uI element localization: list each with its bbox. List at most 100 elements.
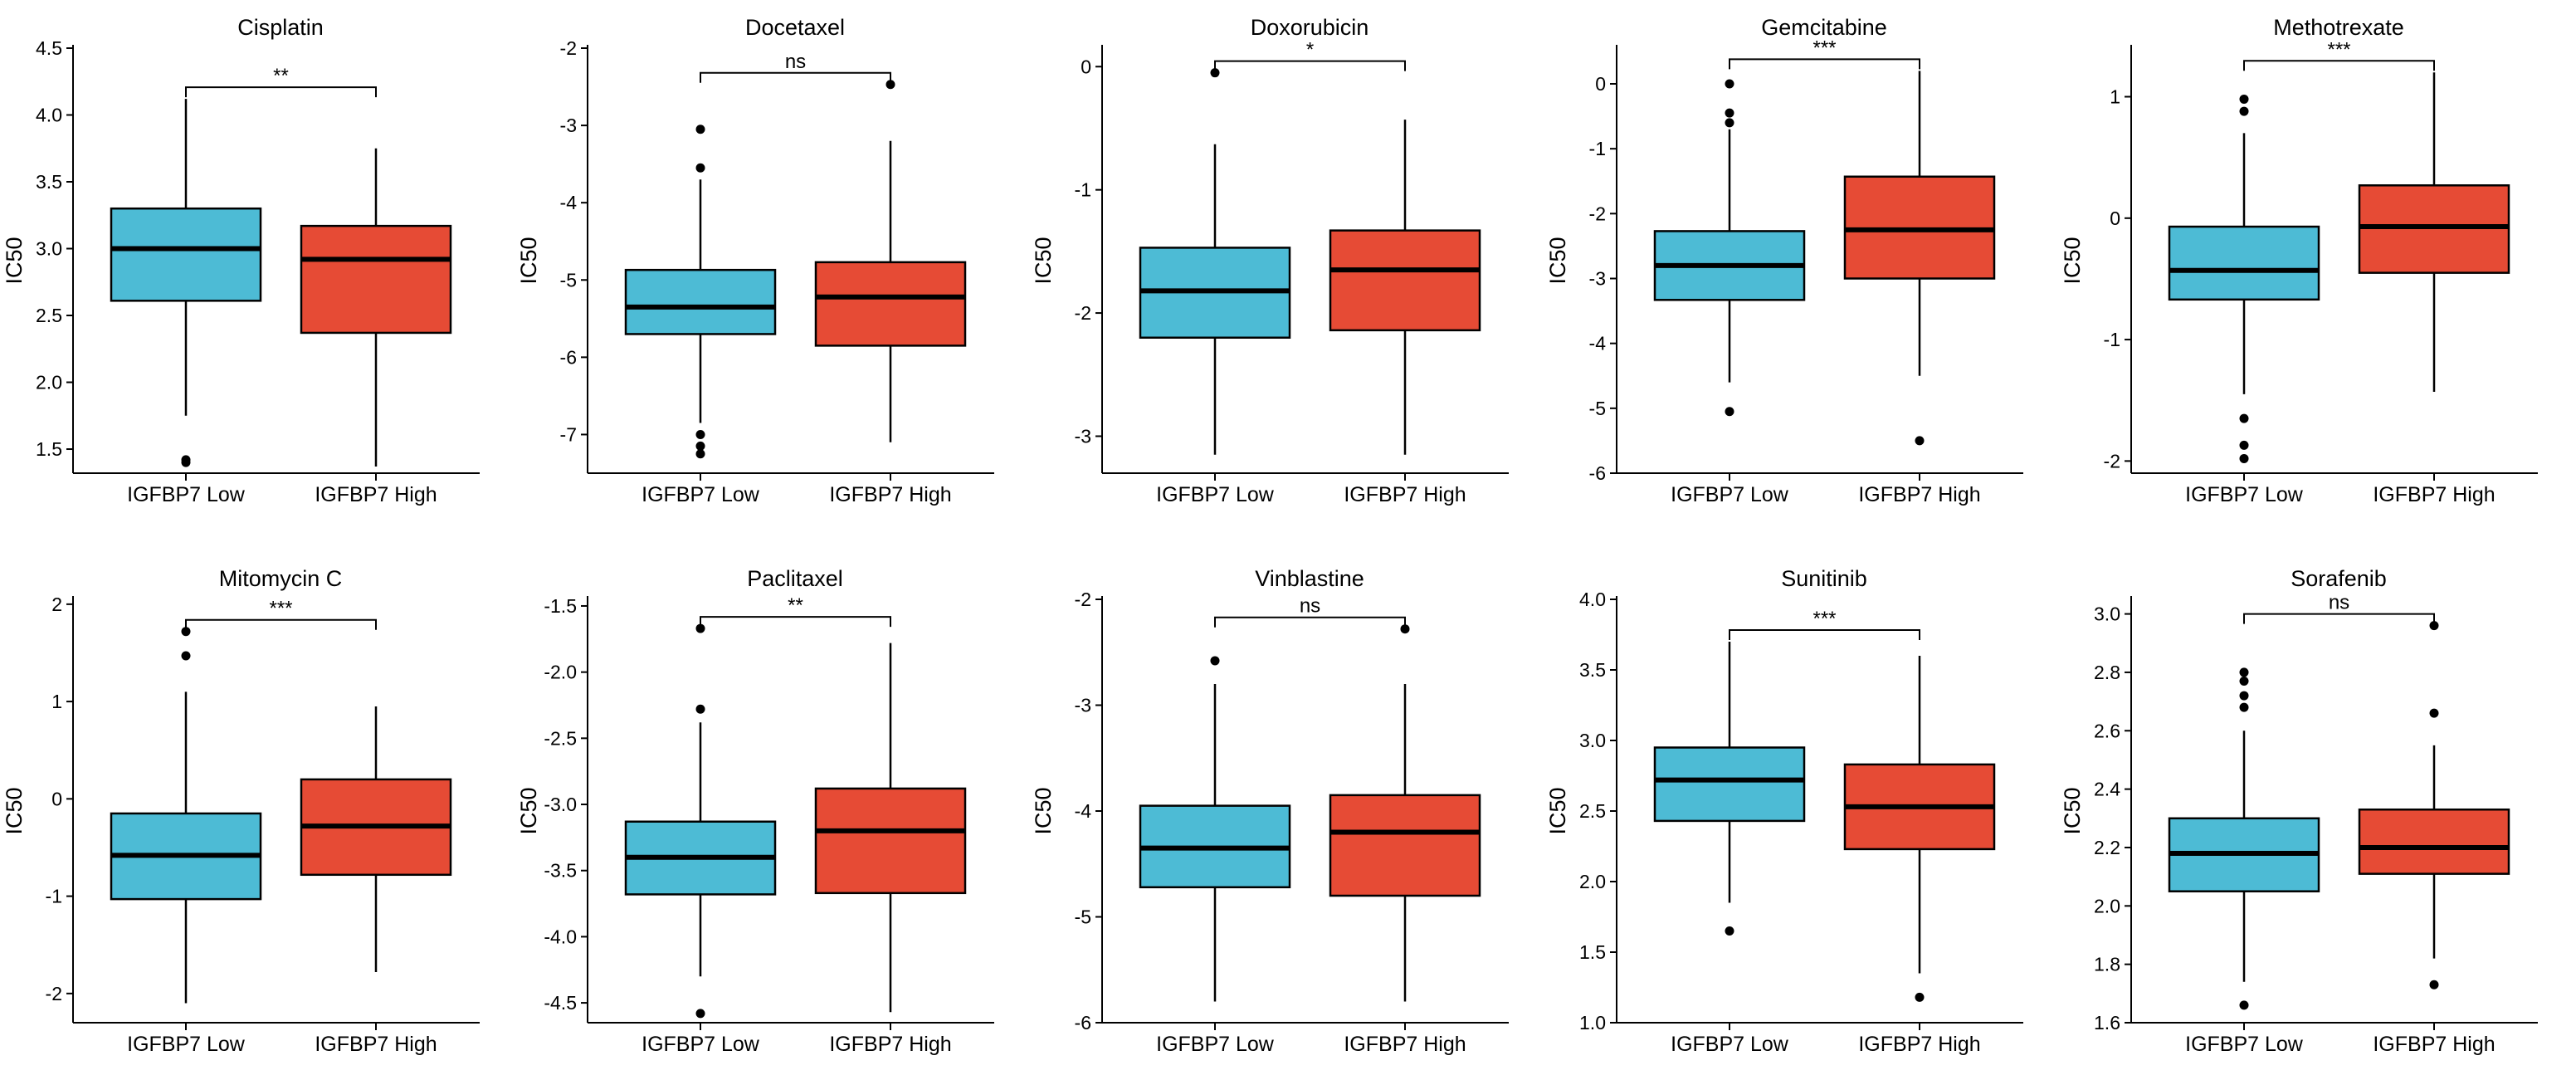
box-low bbox=[624, 623, 777, 1019]
x-tick-label: IGFBP7 Low bbox=[1156, 483, 1275, 506]
box-low bbox=[2168, 667, 2320, 1010]
y-tick-label: -3 bbox=[1589, 267, 1606, 289]
outlier-point bbox=[2239, 667, 2249, 677]
box-body bbox=[1329, 229, 1481, 332]
bracket-line bbox=[1729, 629, 1920, 640]
y-tick-label: 0 bbox=[1081, 56, 1091, 77]
box-body bbox=[624, 268, 777, 335]
outlier-point bbox=[695, 704, 705, 714]
y-tick-label: -2 bbox=[1589, 203, 1606, 224]
outlier-point bbox=[886, 80, 895, 90]
significance-bracket: * bbox=[1214, 39, 1406, 71]
panel-title: Doxorubicin bbox=[1251, 15, 1369, 40]
outlier-point bbox=[2429, 708, 2439, 718]
box-body bbox=[814, 261, 967, 347]
outlier-point bbox=[2239, 106, 2249, 116]
outlier-point bbox=[695, 623, 705, 633]
outlier-point bbox=[2239, 440, 2249, 450]
x-tick-label: IGFBP7 Low bbox=[642, 483, 760, 506]
outlier-point bbox=[695, 449, 705, 459]
y-tick-label: 0 bbox=[1595, 73, 1606, 95]
significance-bracket: ns bbox=[700, 51, 891, 83]
y-tick-label: 2.5 bbox=[36, 305, 62, 326]
y-tick-label: -6 bbox=[560, 346, 577, 368]
y-tick-label: -4.0 bbox=[544, 926, 577, 947]
y-tick-label: -2 bbox=[560, 37, 577, 59]
outlier-point bbox=[2429, 980, 2439, 989]
outlier-point bbox=[1915, 992, 1925, 1002]
x-tick-label: IGFBP7 High bbox=[1858, 483, 1980, 506]
y-tick-label: -4 bbox=[1589, 333, 1607, 354]
outlier-point bbox=[1725, 926, 1734, 936]
x-tick-label: IGFBP7 High bbox=[315, 483, 437, 506]
bracket-line bbox=[700, 616, 891, 628]
y-tick-label: 4.0 bbox=[1579, 589, 1606, 610]
x-tick-label: IGFBP7 Low bbox=[1671, 1033, 1789, 1056]
y-tick-label: -4.5 bbox=[544, 992, 577, 1014]
y-tick-label: -3 bbox=[1075, 695, 1091, 716]
y-axis-label: IC50 bbox=[1545, 787, 1570, 834]
box-high bbox=[300, 148, 452, 467]
y-axis-label: IC50 bbox=[1031, 787, 1056, 834]
x-tick-label: IGFBP7 High bbox=[315, 1033, 437, 1056]
y-tick-label: 1 bbox=[2110, 86, 2120, 108]
significance-label: ns bbox=[2329, 592, 2349, 614]
panel-sorafenib: Sorafenib IC50 1.6 1.8 2.0 2.2 2.4 2.6 2.8 3.0 IGF… bbox=[2060, 566, 2538, 1056]
y-axis-label: IC50 bbox=[2060, 237, 2085, 284]
outlier-point bbox=[2239, 413, 2249, 423]
outlier-point bbox=[181, 457, 191, 467]
box-high bbox=[814, 80, 967, 442]
y-tick-label: -5 bbox=[1589, 398, 1606, 419]
significance-bracket: ** bbox=[185, 65, 377, 98]
panel-docetaxel: Docetaxel IC50 -7 -6 -5 -4 -3 -2 IGFBP7 Low IGFBP… bbox=[516, 15, 994, 506]
x-tick-label: IGFBP7 High bbox=[2373, 483, 2495, 506]
y-axis-label: IC50 bbox=[2060, 787, 2085, 834]
bracket-line bbox=[2243, 613, 2435, 624]
outlier-point bbox=[1915, 436, 1925, 446]
x-tick-label: IGFBP7 High bbox=[1344, 483, 1466, 506]
bracket-line bbox=[1214, 616, 1406, 628]
significance-bracket: ns bbox=[2243, 592, 2435, 624]
box-low bbox=[2168, 94, 2320, 463]
outlier-point bbox=[695, 1009, 705, 1019]
x-tick-label: IGFBP7 Low bbox=[127, 1033, 246, 1056]
box-low bbox=[1653, 642, 1806, 936]
y-tick-label: -1 bbox=[1589, 138, 1606, 159]
significance-label: ** bbox=[788, 594, 803, 617]
y-tick-label: 2.0 bbox=[36, 372, 62, 393]
bracket-line bbox=[185, 86, 377, 98]
box-body bbox=[300, 224, 452, 335]
panel-title: Docetaxel bbox=[745, 15, 845, 40]
y-tick-label: 0 bbox=[2110, 208, 2120, 229]
outlier-point bbox=[2239, 94, 2249, 104]
y-tick-label: -7 bbox=[560, 423, 577, 445]
y-tick-label: 2 bbox=[51, 594, 62, 615]
y-tick-label: -3 bbox=[1075, 425, 1091, 447]
y-tick-label: -2 bbox=[2104, 450, 2120, 472]
significance-label: ns bbox=[785, 51, 806, 73]
outlier-point bbox=[181, 651, 191, 661]
x-tick-label: IGFBP7 High bbox=[1344, 1033, 1466, 1056]
x-tick-label: IGFBP7 High bbox=[829, 1033, 951, 1056]
x-tick-label: IGFBP7 High bbox=[2373, 1033, 2495, 1056]
y-tick-label: 2.2 bbox=[2094, 837, 2120, 858]
y-tick-label: 2.6 bbox=[2094, 720, 2120, 741]
x-tick-label: IGFBP7 Low bbox=[2185, 483, 2304, 506]
y-tick-label: -1 bbox=[1075, 179, 1091, 201]
y-tick-label: -2 bbox=[1075, 589, 1091, 610]
significance-bracket: *** bbox=[2243, 38, 2435, 71]
panel-vinblastine: Vinblastine IC50 -6 -5 -4 -3 -2 IGFBP7 Low IGFBP… bbox=[1031, 566, 1509, 1056]
significance-label: * bbox=[1306, 39, 1314, 61]
y-tick-label: -4 bbox=[1075, 800, 1092, 822]
panel-title: Mitomycin C bbox=[219, 566, 343, 591]
panel-gemcitabine: Gemcitabine IC50 -6 -5 -4 -3 -2 -1 0 IGFBP7 Low IG… bbox=[1545, 15, 2023, 506]
y-tick-label: -2 bbox=[46, 983, 62, 1004]
panel-cisplatin: Cisplatin IC50 1.5 2.0 2.5 3.0 3.5 4.0 4.5 IGFBP7… bbox=[2, 15, 480, 506]
significance-bracket: *** bbox=[185, 598, 377, 630]
y-tick-label: 2.5 bbox=[1579, 800, 1606, 822]
significance-label: *** bbox=[1812, 608, 1836, 630]
y-tick-label: 1 bbox=[51, 691, 62, 712]
outlier-point bbox=[1725, 79, 1734, 89]
panel-title: Vinblastine bbox=[1255, 566, 1364, 591]
